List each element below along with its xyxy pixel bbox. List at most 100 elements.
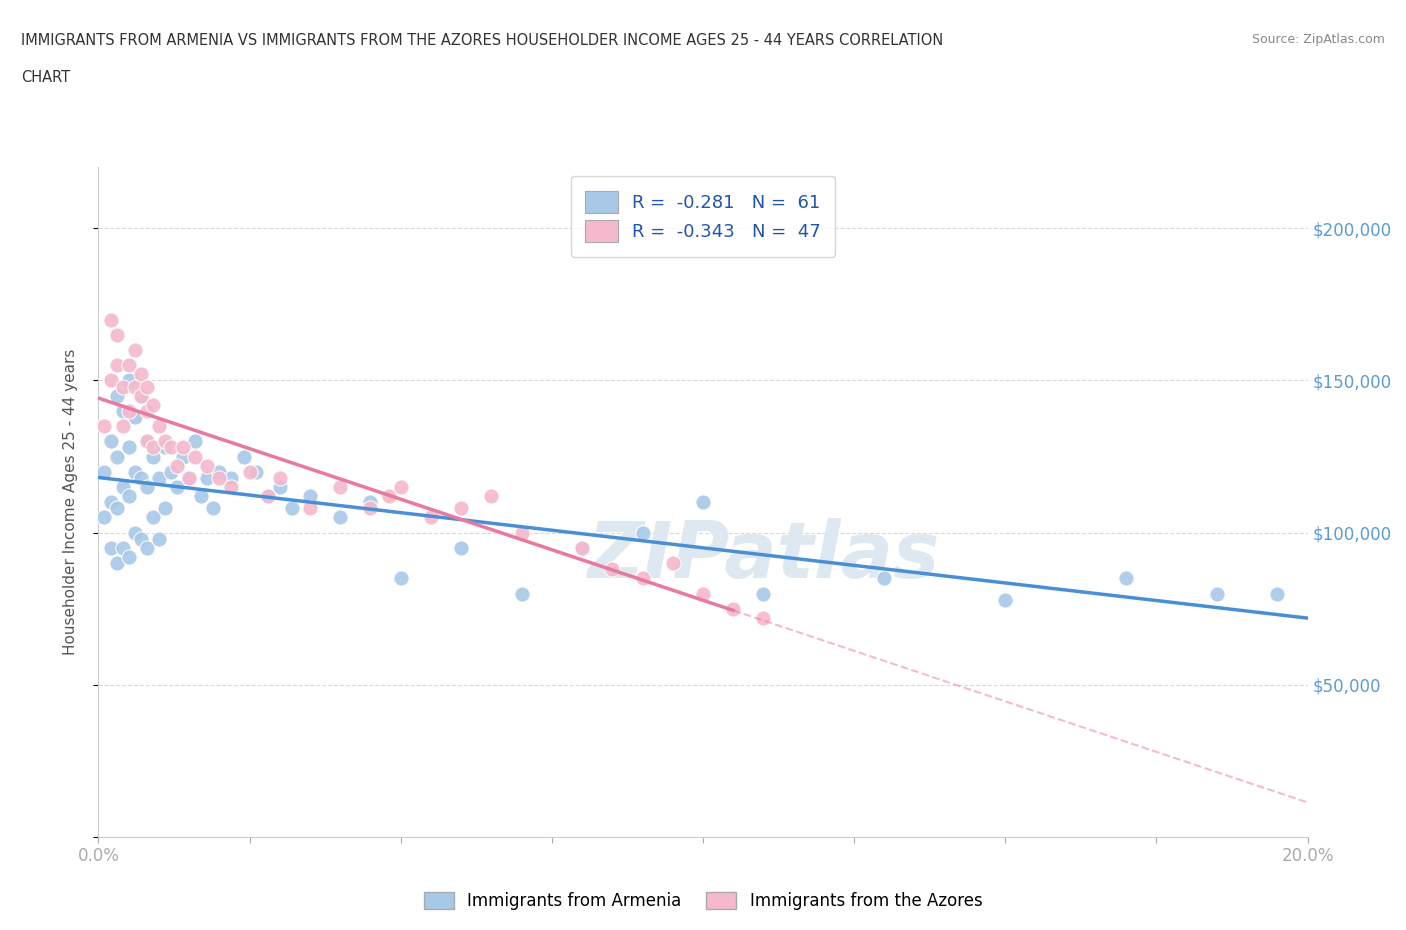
Point (450, 501, 472, 516)
Point (93, 510, 115, 525)
Point (118, 488, 141, 503)
Point (105, 449, 128, 464)
Point (142, 397, 165, 412)
Point (93, 418, 115, 433)
Point (111, 404, 134, 418)
Point (510, 525, 533, 540)
Point (245, 464, 267, 479)
Point (111, 480, 134, 495)
Point (179, 471, 201, 485)
Point (142, 440, 165, 455)
Point (135, 540, 157, 555)
Point (93, 464, 115, 479)
Point (377, 488, 399, 503)
Point (1206, 586, 1229, 601)
Text: CHART: CHART (21, 70, 70, 85)
Point (662, 555, 685, 570)
Point (148, 418, 170, 433)
Point (239, 464, 262, 479)
Point (129, 367, 152, 382)
Point (481, 488, 503, 503)
Point (111, 379, 134, 394)
Point (450, 540, 472, 555)
Point (118, 404, 141, 418)
Point (100, 373, 122, 388)
Point (124, 379, 146, 394)
Point (510, 586, 533, 601)
Point (135, 480, 157, 495)
Point (118, 440, 141, 455)
Point (389, 571, 412, 586)
Point (166, 458, 188, 473)
Point (752, 610, 775, 625)
Point (208, 464, 231, 479)
Point (269, 480, 291, 495)
Point (100, 540, 122, 555)
Point (723, 602, 745, 617)
Point (360, 495, 382, 510)
Point (221, 471, 243, 485)
Point (195, 471, 218, 485)
Point (329, 480, 352, 495)
Point (873, 571, 896, 586)
Point (329, 510, 352, 525)
Point (153, 501, 176, 516)
Y-axis label: Householder Income Ages 25 - 44 years: Householder Income Ages 25 - 44 years (63, 349, 77, 656)
Point (631, 525, 654, 540)
Text: Source: ZipAtlas.com: Source: ZipAtlas.com (1251, 33, 1385, 46)
Point (256, 488, 278, 503)
Point (142, 510, 165, 525)
Point (100, 495, 122, 510)
Point (256, 488, 278, 503)
Point (184, 434, 207, 449)
Point (232, 449, 254, 464)
Point (135, 434, 157, 449)
Point (1267, 586, 1289, 601)
Point (105, 501, 128, 516)
Point (195, 458, 218, 473)
Point (692, 586, 714, 601)
Point (100, 434, 122, 449)
Point (571, 540, 593, 555)
Point (129, 388, 152, 403)
Point (692, 495, 714, 510)
Point (631, 571, 654, 586)
Point (105, 388, 128, 403)
Point (299, 501, 322, 516)
Point (124, 464, 146, 479)
Point (111, 418, 134, 433)
Point (135, 379, 157, 394)
Point (118, 550, 141, 565)
Point (208, 471, 231, 485)
Point (994, 592, 1017, 607)
Point (571, 540, 593, 555)
Point (124, 409, 146, 424)
Point (190, 488, 212, 503)
Point (184, 449, 207, 464)
Legend: Immigrants from Armenia, Immigrants from the Azores: Immigrants from Armenia, Immigrants from… (418, 885, 988, 917)
Point (172, 440, 194, 455)
Point (148, 471, 170, 485)
Point (129, 531, 152, 546)
Point (202, 501, 225, 516)
Point (602, 562, 624, 577)
Point (389, 480, 412, 495)
Point (129, 471, 152, 485)
Point (172, 449, 194, 464)
Text: IMMIGRANTS FROM ARMENIA VS IMMIGRANTS FROM THE AZORES HOUSEHOLDER INCOME AGES 25: IMMIGRANTS FROM ARMENIA VS IMMIGRANTS FR… (21, 33, 943, 47)
Point (299, 488, 322, 503)
Point (148, 531, 170, 546)
Point (153, 440, 176, 455)
Point (281, 501, 304, 516)
Point (752, 586, 775, 601)
Point (153, 434, 176, 449)
Point (142, 449, 165, 464)
Point (269, 471, 291, 485)
Point (105, 555, 128, 570)
Point (160, 440, 183, 455)
Point (160, 464, 183, 479)
Point (124, 525, 146, 540)
Point (135, 404, 157, 418)
Point (135, 434, 157, 449)
Legend: R =  -0.281   N =  61, R =  -0.343   N =  47: R = -0.281 N = 61, R = -0.343 N = 47 (571, 177, 835, 257)
